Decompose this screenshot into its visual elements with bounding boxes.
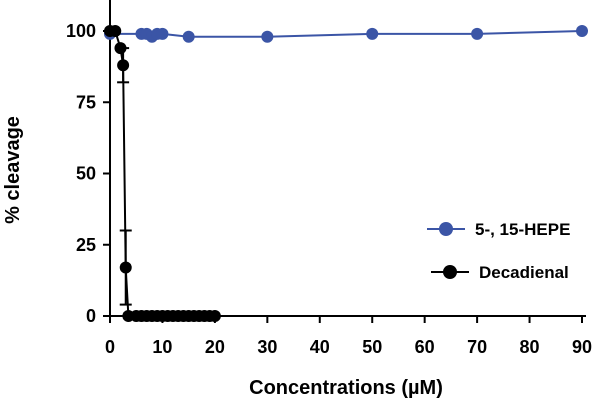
legend-label-decadienal: Decadienal: [479, 263, 569, 282]
data-point-decadienal: [119, 261, 132, 274]
y-tick-label: 75: [76, 92, 96, 112]
x-tick-label: 0: [105, 337, 115, 357]
y-tick-label: 50: [76, 164, 96, 184]
data-point-hepe: [261, 30, 274, 43]
x-axis-title: Concentrations (µM): [249, 377, 443, 399]
y-tick-label: 25: [76, 235, 96, 255]
series-line-hepe: [110, 30, 583, 38]
x-tick-label: 20: [205, 337, 225, 357]
x-tick-label: 70: [467, 337, 487, 357]
series-layer: [104, 25, 588, 322]
data-point-hepe: [182, 30, 195, 43]
y-tick-label: 100: [66, 21, 96, 41]
x-tick-label: 30: [257, 337, 277, 357]
data-point-hepe: [366, 27, 379, 40]
y-tick-label: 0: [86, 306, 96, 326]
x-tick-label: 40: [310, 337, 330, 357]
x-ticks: 0 10 20 30 40 50 60 70 80 90: [105, 316, 592, 357]
data-point-hepe: [156, 27, 169, 40]
legend-label-hepe: 5-, 15-HEPE: [475, 220, 570, 239]
legend: 5-, 15-HEPE Decadienal: [427, 220, 570, 282]
x-tick-label: 80: [520, 337, 540, 357]
data-point-hepe: [471, 27, 484, 40]
x-tick-label: 90: [572, 337, 592, 357]
y-axis-title: % cleavage: [2, 116, 24, 224]
data-point-hepe: [576, 25, 588, 37]
legend-swatch-marker-hepe: [439, 222, 453, 236]
series-decadienal: [104, 25, 221, 322]
x-tick-label: 10: [152, 337, 172, 357]
data-point-decadienal: [208, 310, 221, 322]
x-tick-label: 60: [415, 337, 435, 357]
y-ticks: 0 25 50 75 100: [66, 21, 110, 326]
series-hepe: [104, 25, 588, 43]
data-point-decadienal: [117, 59, 130, 72]
data-point-decadienal: [109, 25, 122, 37]
legend-item-hepe: 5-, 15-HEPE: [427, 220, 570, 239]
legend-swatch-marker-decadienal: [443, 265, 457, 279]
legend-item-decadienal: Decadienal: [431, 263, 569, 282]
data-point-decadienal: [114, 42, 127, 55]
x-tick-label: 50: [362, 337, 382, 357]
